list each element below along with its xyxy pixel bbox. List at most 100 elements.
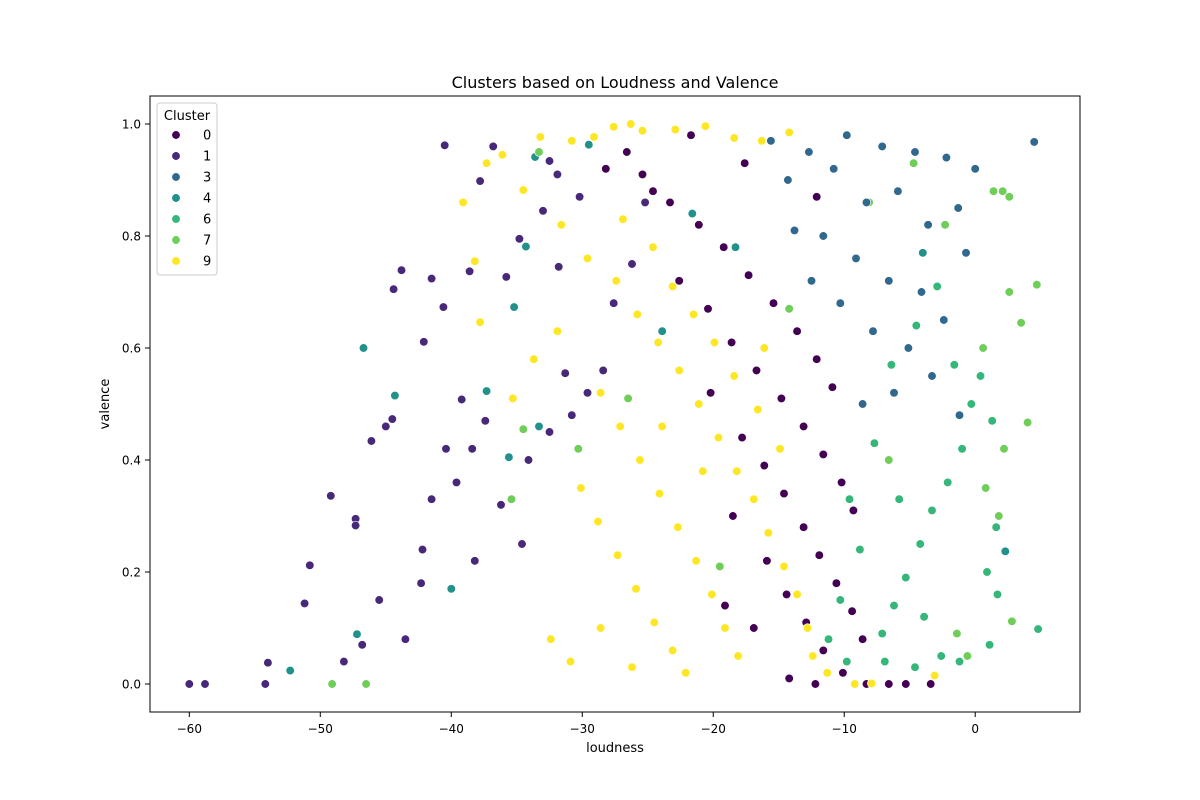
data-point	[940, 220, 950, 230]
legend-title: Cluster	[164, 109, 211, 124]
data-point	[910, 662, 920, 672]
data-point	[691, 556, 701, 566]
data-point	[851, 253, 861, 264]
data-point	[806, 276, 817, 286]
data-point	[804, 147, 814, 157]
data-point	[582, 253, 593, 264]
data-point	[609, 298, 619, 308]
data-point	[728, 511, 738, 521]
legend-marker	[171, 256, 181, 266]
data-point	[546, 634, 556, 644]
data-point	[518, 185, 528, 195]
data-point	[514, 234, 525, 244]
data-point	[857, 634, 868, 644]
data-point	[703, 304, 713, 314]
legend-marker	[171, 172, 181, 182]
data-point	[926, 679, 936, 689]
data-point	[400, 634, 411, 644]
data-point	[818, 449, 828, 460]
data-point	[991, 522, 1001, 532]
data-point	[835, 595, 845, 605]
data-point	[939, 315, 949, 325]
data-point	[927, 505, 937, 516]
data-point	[426, 273, 437, 284]
data-point	[521, 241, 531, 252]
data-point	[497, 150, 508, 160]
legend-label: 4	[203, 192, 211, 207]
data-point	[366, 436, 377, 446]
legend-items: 0 1 3 4 6 7 9	[171, 129, 211, 270]
data-point	[648, 242, 658, 252]
data-point	[396, 265, 407, 275]
x-axis-label: loudness	[586, 741, 644, 756]
data-point	[567, 410, 577, 420]
data-point	[720, 600, 730, 611]
data-point	[584, 140, 594, 150]
data-point	[200, 679, 210, 689]
data-point	[954, 410, 965, 420]
data-point	[751, 365, 762, 376]
data-point	[544, 427, 555, 437]
y-axis: 0.0 0.2 0.4 0.6 0.8 1.0	[122, 118, 150, 692]
data-point	[884, 276, 894, 286]
data-point	[535, 132, 545, 142]
data-point	[814, 550, 824, 560]
axes-frame	[149, 95, 1081, 713]
data-point	[893, 186, 903, 196]
data-point	[446, 584, 456, 594]
data-point	[733, 651, 743, 661]
data-point	[757, 136, 767, 146]
data-point	[327, 679, 337, 689]
data-point	[635, 455, 645, 465]
data-point	[615, 421, 625, 432]
data-point	[798, 421, 809, 432]
data-point	[908, 158, 919, 168]
data-point	[361, 679, 371, 689]
data-point	[952, 628, 962, 639]
data-point	[374, 595, 384, 605]
data-point	[889, 600, 899, 611]
series-1	[184, 140, 650, 689]
data-point	[740, 158, 750, 168]
data-point	[653, 337, 663, 348]
y-tick-label: 0.4	[122, 454, 141, 468]
data-point	[509, 302, 519, 312]
data-point	[552, 169, 563, 180]
data-point	[961, 248, 971, 258]
data-point	[508, 393, 518, 404]
data-point	[861, 197, 872, 208]
data-point	[481, 158, 492, 168]
x-tick-label: −10	[832, 722, 857, 736]
data-point	[818, 645, 828, 656]
data-point	[719, 242, 729, 252]
data-point	[984, 640, 995, 650]
x-tick-label: −40	[439, 722, 464, 736]
data-point	[622, 147, 632, 157]
data-point	[802, 623, 813, 633]
data-point	[440, 140, 450, 150]
data-point	[1016, 318, 1026, 328]
data-point	[842, 656, 852, 667]
data-point	[475, 176, 485, 186]
data-point	[654, 488, 665, 499]
data-point	[627, 259, 637, 269]
data-point	[631, 584, 641, 594]
data-point	[481, 386, 492, 396]
data-point	[1033, 624, 1043, 634]
data-point	[390, 390, 400, 401]
data-point	[936, 651, 946, 661]
data-point	[867, 678, 877, 689]
data-point	[595, 388, 606, 398]
data-point	[901, 679, 911, 689]
data-point	[640, 197, 650, 208]
data-point	[949, 360, 959, 370]
data-point	[707, 589, 717, 600]
data-point	[941, 152, 952, 163]
data-point	[916, 287, 927, 297]
data-point	[464, 266, 475, 276]
data-point	[729, 371, 739, 381]
data-point	[838, 668, 848, 678]
data-point	[475, 317, 485, 327]
data-point	[305, 560, 315, 570]
data-point	[665, 197, 675, 208]
